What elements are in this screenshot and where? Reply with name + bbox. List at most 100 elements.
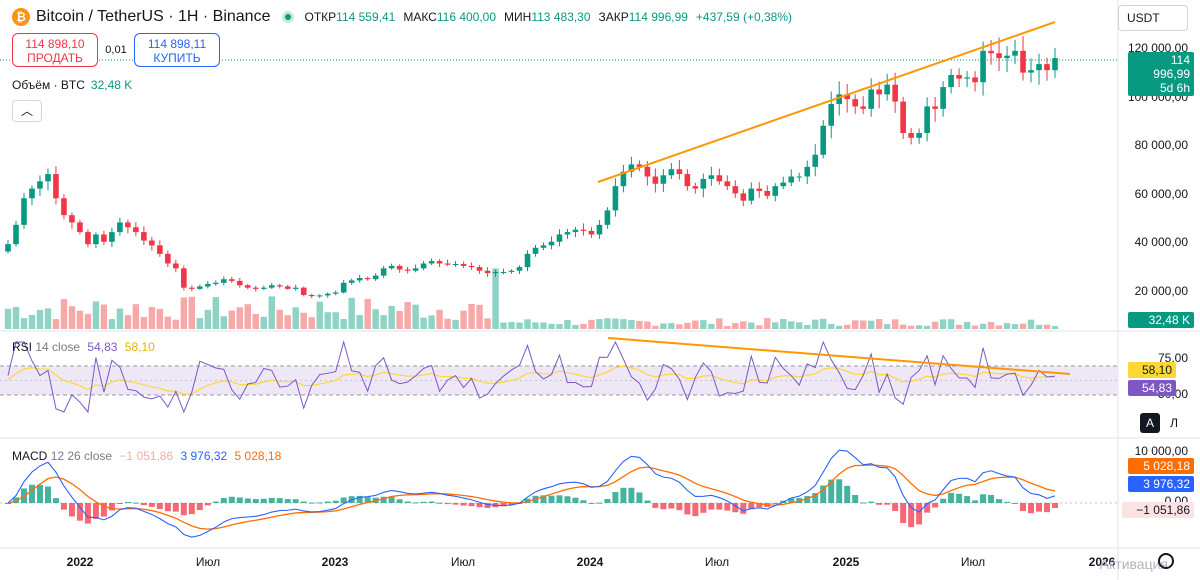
candle-body (69, 215, 75, 223)
macd-hist-bar (852, 495, 859, 503)
volume-bar (484, 318, 491, 329)
macd-hist-bar (540, 495, 547, 503)
market-status-icon[interactable] (282, 11, 295, 23)
volume-bar (164, 316, 172, 329)
candle-body (428, 261, 435, 264)
volume-bar (859, 320, 867, 329)
candle-body (21, 198, 27, 225)
volume-bar (68, 306, 76, 329)
macd-hist-bar (844, 485, 851, 503)
sell-button[interactable]: 114 898,10 ПРОДАТЬ (12, 33, 98, 67)
macd-hist-bar (700, 503, 707, 513)
candle-body (61, 198, 67, 216)
macd-value: 3 976,32 (180, 449, 228, 463)
volume-bar (588, 319, 595, 329)
volume-bar (316, 301, 323, 329)
trade-panel: 114 898,10 ПРОДАТЬ 0,01 114 898,11 КУПИТ… (12, 33, 220, 67)
macd-hist-bar (556, 495, 563, 503)
candle-body (556, 234, 563, 242)
macd-hist-bar (132, 502, 139, 504)
chevron-up-icon[interactable]: ︿ (12, 100, 42, 122)
macd-hist-bar (76, 503, 83, 521)
macd-hist-bar (340, 497, 347, 503)
auto-scale-button[interactable]: A (1140, 413, 1160, 433)
candle-body (444, 263, 451, 265)
volume-bar (1003, 323, 1011, 329)
volume-bar (220, 316, 227, 329)
buy-label: КУПИТЬ (153, 51, 201, 65)
volume-bar (228, 310, 235, 329)
candle-body (348, 280, 355, 283)
candle-body (396, 265, 403, 270)
macd-legend[interactable]: MACD 12 26 close −1 051,86 3 976,32 5 02… (12, 449, 281, 463)
macd-hist-bar (900, 503, 907, 523)
macd-hist-bar (44, 486, 51, 503)
candle-body (29, 188, 35, 199)
candle-body (620, 171, 627, 187)
volume-bar (532, 322, 539, 329)
volume-bar (124, 315, 132, 329)
macd-hist-bar (148, 503, 155, 507)
candle-body (964, 77, 970, 79)
time-label: 2025 (832, 555, 860, 569)
price-tick: 20 000,00 (1134, 284, 1188, 298)
volume-bar (44, 308, 52, 329)
macd-hist-bar (108, 503, 115, 511)
volume-bar (4, 308, 12, 329)
signal-line (7, 464, 1056, 530)
macd-hist-bar (332, 500, 339, 503)
macd-hist-bar (740, 503, 747, 514)
volume-bar (212, 297, 220, 329)
candle-body (660, 175, 667, 184)
volume-bar (804, 324, 811, 329)
volume-legend[interactable]: Объём · BTC 32,48 K (12, 78, 132, 92)
macd-hist-bar (300, 501, 307, 503)
macd-hist-bar (52, 498, 59, 503)
buy-price: 114 898,11 (147, 37, 207, 51)
symbol-title[interactable]: Bitcoin / TetherUS · 1H · Binance (36, 8, 271, 25)
candle-body (420, 263, 427, 269)
buy-button[interactable]: 114 898,11 КУПИТЬ (134, 33, 220, 67)
candle-body (1044, 64, 1050, 71)
candle-body (876, 89, 882, 95)
candle-body (604, 210, 611, 225)
macd-hist-bar (1044, 503, 1051, 513)
candle-body (700, 178, 707, 189)
volume-bar (108, 319, 116, 329)
candle-body (205, 284, 211, 287)
volume-bar (300, 312, 307, 329)
macd-hist-bar (436, 502, 443, 504)
volume-bar (572, 324, 579, 329)
bitcoin-logo-icon: ₿ (12, 8, 30, 26)
macd-hist-bar (876, 503, 883, 505)
volume-bar (939, 319, 947, 329)
candle-body (820, 125, 827, 155)
rsi-legend[interactable]: RSI 14 close 54,83 58,10 (12, 340, 155, 354)
macd-hist-bar (268, 497, 275, 503)
candle-body (236, 280, 243, 286)
macd-hist-bar (636, 492, 643, 503)
volume-bar (867, 320, 875, 329)
high-label: МАКС (403, 10, 437, 24)
macd-hist-bar (380, 496, 387, 503)
volume-bar (764, 318, 771, 329)
volume-bar (396, 310, 403, 329)
volume-bar (524, 319, 531, 329)
volume-bar (684, 322, 691, 329)
candle-body (260, 287, 267, 289)
macd-name: MACD (12, 449, 48, 463)
macd-hist-bar (676, 503, 683, 511)
settings-gear-icon[interactable] (1158, 553, 1174, 569)
candle-body (332, 292, 339, 294)
candle-body (980, 50, 986, 83)
time-label: Июл (195, 555, 221, 569)
log-scale-button[interactable]: Л (1170, 416, 1178, 430)
volume-bar (84, 313, 92, 329)
volume-tag: 32,48 K (1128, 312, 1194, 328)
candle-body (404, 269, 411, 271)
currency-selector[interactable]: USDT (1118, 5, 1188, 31)
rsi-value: 54,83 (87, 340, 118, 354)
macd-hist-bar (956, 493, 963, 503)
candle-body (1004, 55, 1010, 59)
